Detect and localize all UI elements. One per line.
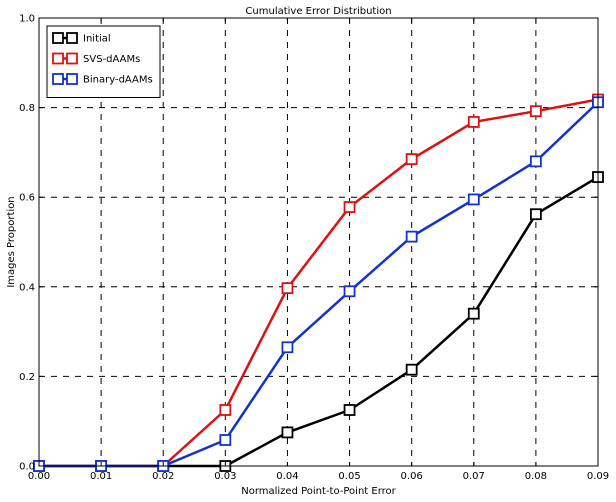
data-point-marker bbox=[281, 341, 294, 354]
y-tick-label: 1.0 bbox=[19, 14, 35, 25]
x-tick-label: 0.07 bbox=[463, 471, 485, 482]
x-tick-label: 0.09 bbox=[587, 471, 609, 482]
y-tick-label: 0.0 bbox=[19, 462, 35, 473]
data-point-marker bbox=[405, 363, 418, 376]
legend-label: SVS-dAAMs bbox=[83, 54, 140, 65]
plot-frame bbox=[38, 17, 599, 467]
x-tick-label: 0.03 bbox=[214, 471, 236, 482]
x-tick-label: 0.08 bbox=[525, 471, 547, 482]
legend-label: Binary-dAAMs bbox=[83, 75, 153, 86]
data-point-marker bbox=[281, 282, 294, 295]
data-point-marker bbox=[343, 404, 356, 416]
y-tick-label: 0.2 bbox=[19, 372, 35, 383]
y-tick-label: 0.6 bbox=[19, 193, 35, 204]
y-axis-label: Images Proportion bbox=[6, 196, 17, 287]
data-point-marker bbox=[343, 201, 356, 213]
legend-item: SVS-dAAMs bbox=[52, 52, 140, 65]
series-line bbox=[39, 98, 599, 468]
axis-ticks: 0.00 0.01 0.02 0.03 0.04 0.05 0.06 0.07 0.08 0.09… bbox=[19, 14, 609, 483]
y-tick-label: 0.4 bbox=[19, 282, 35, 293]
x-tick-label: 0.04 bbox=[276, 471, 298, 482]
data-point-marker bbox=[281, 426, 294, 439]
data-point-marker bbox=[467, 193, 480, 206]
series-svs-daams bbox=[33, 93, 604, 472]
data-point-marker bbox=[405, 153, 418, 166]
legend: Initial SVS-dAAMs Binary-dAAMs bbox=[46, 25, 161, 98]
data-point-marker bbox=[467, 307, 480, 320]
legend-marker bbox=[52, 52, 64, 65]
x-tick-label: 0.01 bbox=[90, 471, 112, 482]
data-point-marker bbox=[405, 230, 418, 243]
series-initial bbox=[33, 171, 604, 472]
grid-lines bbox=[39, 18, 598, 466]
data-point-marker bbox=[343, 285, 356, 298]
series-line bbox=[39, 101, 599, 468]
series-binary-daams bbox=[33, 96, 604, 472]
x-tick-label: 0.05 bbox=[338, 471, 360, 482]
legend-marker bbox=[52, 73, 64, 85]
data-point-marker bbox=[529, 105, 542, 118]
data-point-marker bbox=[467, 116, 480, 128]
data-point-marker bbox=[529, 155, 542, 168]
x-tick-label: 0.02 bbox=[152, 471, 174, 482]
y-tick-label: 0.8 bbox=[19, 103, 35, 114]
x-axis-label: Normalized Point-to-Point Error bbox=[241, 486, 396, 497]
data-point-marker bbox=[219, 404, 232, 416]
legend-marker bbox=[66, 73, 78, 85]
data-point-marker bbox=[529, 208, 542, 221]
data-point-marker bbox=[219, 434, 232, 446]
series-group bbox=[33, 93, 604, 472]
series-line bbox=[39, 175, 599, 468]
legend-marker bbox=[66, 32, 78, 44]
x-tick-label: 0.06 bbox=[401, 471, 423, 482]
chart-title: Cumulative Error Distribution bbox=[245, 6, 391, 17]
legend-item: Initial bbox=[52, 32, 111, 45]
legend-marker bbox=[66, 52, 78, 65]
legend-label: Initial bbox=[83, 34, 111, 45]
legend-marker bbox=[52, 32, 64, 44]
legend-item: Binary-dAAMs bbox=[52, 73, 153, 86]
x-tick-label: 0.00 bbox=[28, 471, 50, 482]
